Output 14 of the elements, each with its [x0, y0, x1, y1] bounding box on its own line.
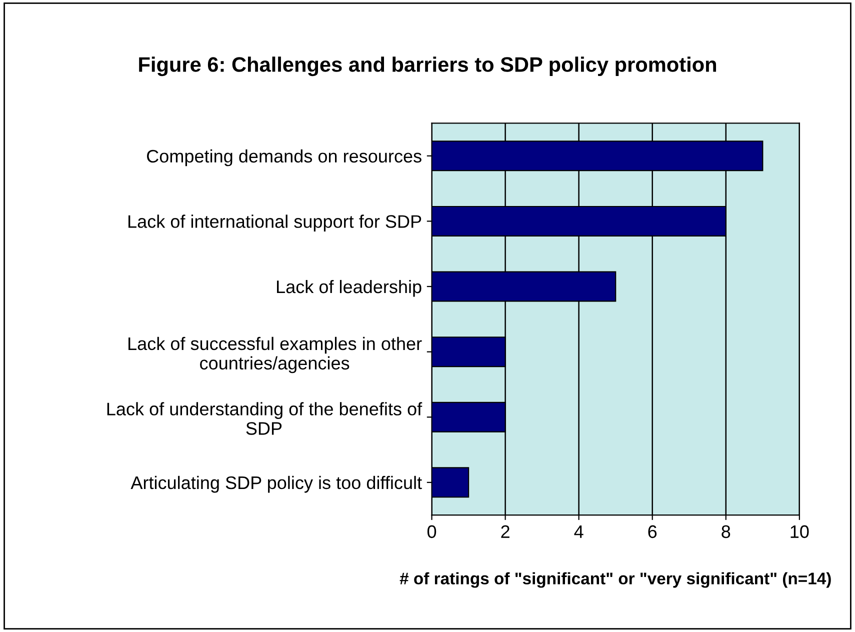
y-tick-label: Lack of leadership [277, 280, 422, 297]
x-tick-label: 6 [648, 525, 657, 538]
chart-title: Figure 6: Challenges and barriers to SDP policy promotion [139, 56, 716, 76]
x-tick-label: 10 [790, 525, 809, 538]
x-tick-label: 2 [501, 525, 510, 538]
y-tick-label: Lack of international support for SDP [128, 214, 422, 232]
x-tick-label: 8 [722, 525, 730, 538]
x-tick-label: 0 [427, 525, 436, 538]
y-tick-label: Articulating SDP policy is too difficult [130, 476, 422, 493]
y-tick-label: Lack of understanding of the benefits of SDP [107, 402, 422, 435]
x-tick-label: 4 [574, 525, 584, 538]
y-tick-label: Competing demands on resources [146, 149, 422, 166]
x-axis-title: # of ratings of "significant" or "very significant" (n=14) [400, 572, 831, 588]
y-tick-label: Lack of successful examples in other countries/agencies [128, 336, 422, 374]
